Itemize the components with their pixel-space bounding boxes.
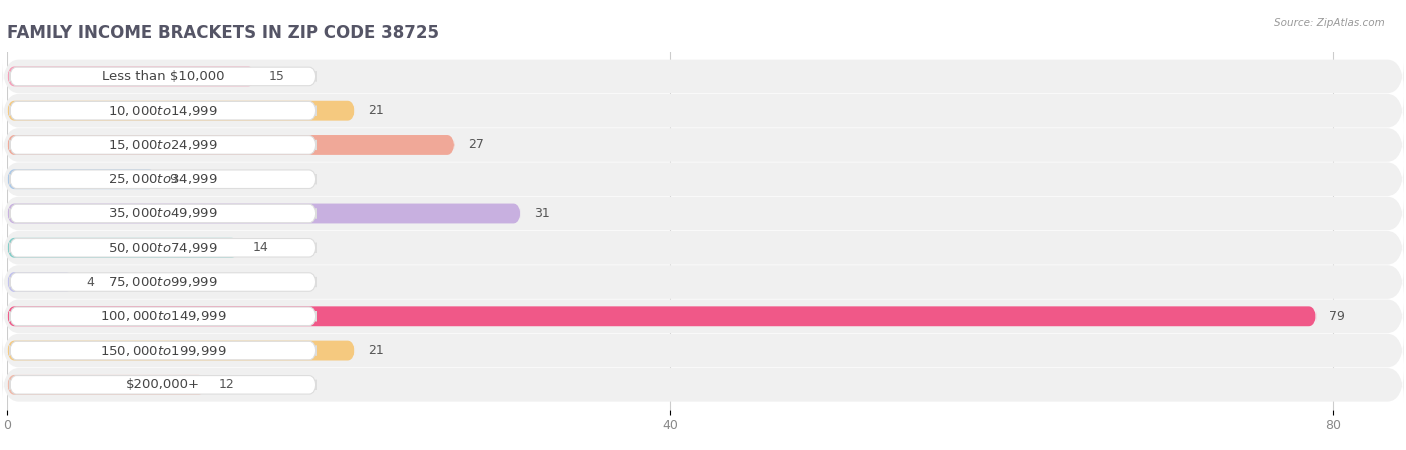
- FancyBboxPatch shape: [1, 93, 1405, 128]
- FancyBboxPatch shape: [7, 101, 354, 121]
- Text: $10,000 to $14,999: $10,000 to $14,999: [108, 104, 218, 118]
- Text: 15: 15: [269, 70, 285, 83]
- FancyBboxPatch shape: [10, 273, 316, 291]
- FancyBboxPatch shape: [7, 375, 205, 395]
- Text: $100,000 to $149,999: $100,000 to $149,999: [100, 309, 226, 323]
- FancyBboxPatch shape: [1, 333, 1405, 368]
- FancyBboxPatch shape: [1, 59, 1405, 94]
- Text: 31: 31: [534, 207, 550, 220]
- Text: $75,000 to $99,999: $75,000 to $99,999: [108, 275, 218, 289]
- Text: $25,000 to $34,999: $25,000 to $34,999: [108, 172, 218, 186]
- Text: 21: 21: [368, 104, 384, 117]
- Text: FAMILY INCOME BRACKETS IN ZIP CODE 38725: FAMILY INCOME BRACKETS IN ZIP CODE 38725: [7, 24, 439, 42]
- Text: 9: 9: [170, 173, 177, 186]
- Text: 79: 79: [1329, 310, 1346, 323]
- Text: 27: 27: [468, 139, 484, 152]
- FancyBboxPatch shape: [7, 272, 73, 292]
- FancyBboxPatch shape: [10, 101, 316, 120]
- FancyBboxPatch shape: [10, 238, 316, 257]
- FancyBboxPatch shape: [7, 341, 354, 360]
- FancyBboxPatch shape: [7, 169, 156, 189]
- FancyBboxPatch shape: [10, 376, 316, 394]
- FancyBboxPatch shape: [1, 162, 1405, 197]
- FancyBboxPatch shape: [1, 367, 1405, 402]
- FancyBboxPatch shape: [1, 127, 1405, 162]
- FancyBboxPatch shape: [10, 67, 316, 86]
- FancyBboxPatch shape: [10, 136, 316, 154]
- Text: 14: 14: [252, 241, 269, 254]
- Text: Source: ZipAtlas.com: Source: ZipAtlas.com: [1274, 18, 1385, 28]
- FancyBboxPatch shape: [10, 204, 316, 223]
- FancyBboxPatch shape: [10, 307, 316, 325]
- Text: $15,000 to $24,999: $15,000 to $24,999: [108, 138, 218, 152]
- Text: $35,000 to $49,999: $35,000 to $49,999: [108, 207, 218, 220]
- Text: 21: 21: [368, 344, 384, 357]
- FancyBboxPatch shape: [7, 203, 520, 224]
- FancyBboxPatch shape: [10, 341, 316, 360]
- FancyBboxPatch shape: [7, 135, 454, 155]
- FancyBboxPatch shape: [7, 238, 239, 258]
- Text: $200,000+: $200,000+: [125, 378, 200, 392]
- FancyBboxPatch shape: [7, 306, 1316, 326]
- Text: 12: 12: [219, 378, 235, 392]
- FancyBboxPatch shape: [1, 299, 1405, 334]
- FancyBboxPatch shape: [10, 170, 316, 189]
- Text: Less than $10,000: Less than $10,000: [101, 70, 224, 83]
- FancyBboxPatch shape: [7, 67, 256, 86]
- Text: $50,000 to $74,999: $50,000 to $74,999: [108, 241, 218, 255]
- FancyBboxPatch shape: [1, 265, 1405, 300]
- FancyBboxPatch shape: [1, 196, 1405, 231]
- Text: 4: 4: [87, 275, 94, 288]
- Text: $150,000 to $199,999: $150,000 to $199,999: [100, 343, 226, 358]
- FancyBboxPatch shape: [1, 230, 1405, 265]
